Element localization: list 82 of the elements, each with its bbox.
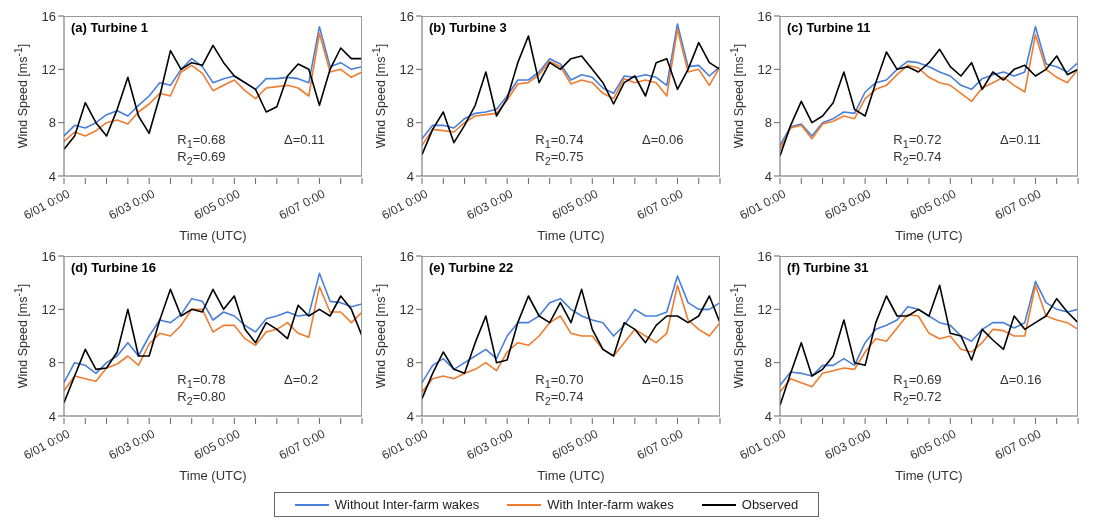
x-tick-label: 6/05 0:00 [191, 426, 243, 463]
annotation: R$_{2}$=0.74 [893, 149, 942, 167]
x-tick-label: 6/01 0:00 [21, 186, 73, 223]
x-tick-label: 6/05 0:00 [549, 426, 601, 463]
x-tick-label: 6/07 0:00 [634, 186, 686, 223]
y-tick-label: 4 [406, 408, 414, 424]
y-tick-label: 12 [757, 301, 772, 317]
chart-title: (c) Turbine 11 [787, 20, 871, 35]
x-tick-label: 6/07 0:00 [992, 186, 1044, 223]
x-tick-label: 6/03 0:00 [822, 186, 874, 223]
y-tick-label: 12 [41, 61, 56, 77]
chart-title: (f) Turbine 31 [787, 260, 869, 275]
annotation: R$_{2}$=0.74 [535, 389, 584, 407]
annotation: R$_{1}$=0.70 [535, 372, 584, 390]
y-tick-label: 4 [764, 168, 772, 184]
annotation: Δ=0.06 [642, 132, 684, 147]
annotation: Δ=0.11 [284, 132, 325, 147]
y-tick-label: 16 [757, 8, 772, 24]
y-tick-label: 4 [406, 168, 414, 184]
x-tick-label: 6/03 0:00 [106, 186, 158, 223]
x-tick-label: 6/07 0:00 [634, 426, 686, 463]
annotation: R$_{1}$=0.72 [893, 132, 942, 150]
x-tick-label: 6/03 0:00 [106, 426, 158, 463]
x-axis-title: Time (UTC) [178, 468, 248, 483]
annotation: Δ=0.11 [1000, 132, 1041, 147]
legend-label: Without Inter-farm wakes [334, 497, 480, 512]
chart-title: (d) Turbine 16 [71, 260, 156, 275]
y-tick-label: 8 [406, 355, 414, 371]
line-series [64, 44, 362, 151]
x-axis-title: Time (UTC) [894, 228, 964, 243]
x-tick-label: 6/05 0:00 [549, 186, 601, 223]
x-tick-label: 6/05 0:00 [907, 186, 959, 223]
y-tick-label: 16 [41, 8, 56, 24]
y-tick-label: 4 [764, 408, 772, 424]
y-tick-label: 12 [757, 61, 772, 77]
y-tick-label: 4 [48, 168, 56, 184]
x-tick-label: 6/05 0:00 [907, 426, 959, 463]
x-tick-label: 6/03 0:00 [464, 426, 516, 463]
y-tick-label: 16 [757, 248, 772, 264]
x-tick-label: 6/07 0:00 [992, 426, 1044, 463]
x-tick-label: 6/03 0:00 [464, 186, 516, 223]
y-tick-label: 12 [41, 301, 56, 317]
chart-title: (e) Turbine 22 [429, 260, 514, 275]
x-tick-label: 6/01 0:00 [737, 426, 789, 463]
x-tick-label: 6/01 0:00 [737, 186, 789, 223]
y-tick-label: 8 [48, 355, 56, 371]
legend-label: Observed [741, 497, 799, 512]
x-tick-label: 6/03 0:00 [822, 426, 874, 463]
x-axis-title: Time (UTC) [894, 468, 964, 483]
x-tick-label: 6/01 0:00 [379, 186, 431, 223]
x-axis-title: Time (UTC) [178, 228, 248, 243]
x-tick-label: 6/05 0:00 [191, 186, 243, 223]
y-tick-label: 8 [406, 115, 414, 131]
annotation: Δ=0.15 [642, 372, 684, 387]
annotation: R$_{2}$=0.75 [535, 149, 584, 167]
x-axis-title: Time (UTC) [536, 468, 606, 483]
annotation: Δ=0.2 [284, 372, 319, 387]
y-tick-label: 16 [399, 248, 414, 264]
annotation: R$_{1}$=0.69 [893, 372, 942, 390]
y-tick-label: 12 [399, 61, 414, 77]
y-tick-label: 4 [48, 408, 56, 424]
x-tick-label: 6/01 0:00 [379, 426, 431, 463]
annotation: R$_{2}$=0.69 [177, 149, 226, 167]
annotation: R$_{1}$=0.68 [177, 132, 226, 150]
chart-title: (b) Turbine 3 [429, 20, 507, 35]
x-axis-title: Time (UTC) [536, 228, 606, 243]
x-tick-label: 6/01 0:00 [21, 426, 73, 463]
x-tick-label: 6/07 0:00 [276, 186, 328, 223]
y-tick-label: 8 [764, 115, 772, 131]
y-tick-label: 8 [48, 115, 56, 131]
y-tick-label: 12 [399, 301, 414, 317]
annotation: R$_{2}$=0.72 [893, 389, 942, 407]
annotation: R$_{2}$=0.80 [177, 389, 226, 407]
y-tick-label: 16 [41, 248, 56, 264]
annotation: R$_{1}$=0.74 [535, 132, 584, 150]
annotation: R$_{1}$=0.78 [177, 372, 226, 390]
y-tick-label: 16 [399, 8, 414, 24]
annotation: Δ=0.16 [1000, 372, 1042, 387]
y-tick-label: 8 [764, 355, 772, 371]
x-tick-label: 6/07 0:00 [276, 426, 328, 463]
chart-title: (a) Turbine 1 [71, 20, 149, 35]
legend-label: With Inter-farm wakes [547, 497, 674, 512]
